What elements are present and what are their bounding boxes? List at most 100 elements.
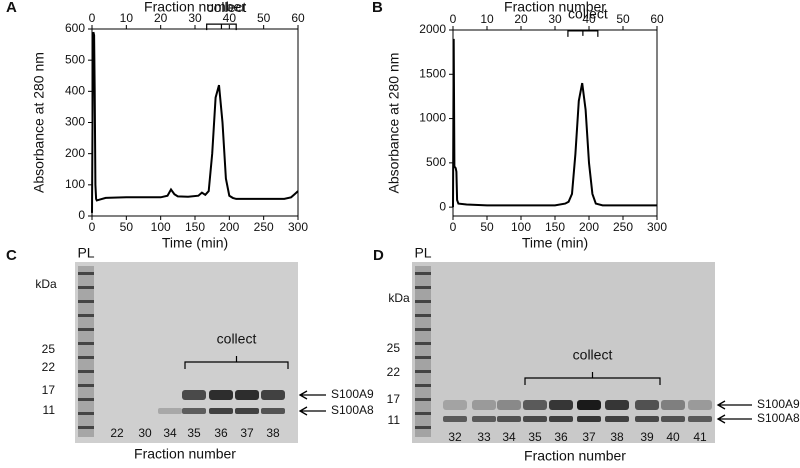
gel-image	[75, 262, 298, 443]
ladder-band	[78, 426, 94, 429]
plot-frame	[452, 29, 658, 217]
x-tick-label: 0	[89, 220, 96, 234]
y-tick-label: 400	[65, 84, 85, 98]
x-tick-label: 250	[254, 220, 274, 234]
x-tick-label: 300	[288, 220, 308, 234]
x2-tick-label: 20	[154, 11, 168, 25]
x2-tick-label: 50	[257, 11, 271, 25]
ladder-band	[78, 384, 94, 387]
ladder-band	[415, 426, 431, 429]
ladder-band	[415, 272, 431, 275]
ladder-band	[415, 370, 431, 373]
collect-bracket	[524, 372, 661, 385]
ladder-band	[415, 300, 431, 303]
x-tick-label: 150	[545, 220, 565, 234]
band-a8	[661, 416, 685, 422]
x-tick-label: 50	[120, 220, 134, 234]
band-a8	[209, 408, 233, 414]
marker-label: 17	[387, 392, 401, 406]
ladder-label: PL	[77, 245, 94, 261]
lane-label: 41	[693, 430, 707, 444]
chromatogram-line	[452, 38, 657, 208]
unit-label: kDa	[35, 277, 57, 291]
y-tick-label: 1500	[419, 66, 446, 80]
panel-letter: D	[373, 247, 384, 264]
y-tick-label: 200	[65, 146, 85, 160]
x2-tick-label: 30	[548, 12, 562, 26]
band-label: S100A8	[757, 411, 800, 425]
band-a8	[635, 416, 659, 422]
collect-label: collect	[217, 331, 257, 347]
lane-label: 35	[528, 430, 542, 444]
x-tick-label: 300	[647, 220, 667, 234]
lane-label: 34	[163, 426, 177, 440]
ladder-band	[78, 398, 94, 401]
chromatogram-line	[91, 31, 299, 213]
band-a8	[523, 416, 547, 422]
collect-bracket	[567, 30, 599, 37]
panel-letter: C	[6, 247, 17, 264]
lane-label: 40	[666, 430, 680, 444]
lane-label: 38	[610, 430, 624, 444]
y-axis-label: Absorbance at 280 nm	[31, 52, 47, 193]
band-a9	[443, 400, 467, 410]
x-axis-label: Time (min)	[162, 235, 228, 251]
ladder-band	[415, 314, 431, 317]
lane-label: 36	[214, 426, 228, 440]
collect-label: collect	[573, 347, 613, 363]
band-a9	[209, 390, 233, 400]
band-a9	[523, 400, 547, 410]
y-tick-label: 2000	[419, 22, 446, 36]
plot-frame	[91, 28, 299, 217]
gel-x-label: Fraction number	[524, 448, 626, 463]
lane-label: 33	[477, 430, 491, 444]
lane-label: 38	[266, 426, 280, 440]
band-arrow	[716, 414, 752, 424]
x-tick-label: 50	[480, 220, 494, 234]
y-tick-label: 500	[426, 155, 446, 169]
marker-label: 22	[387, 365, 401, 379]
y-tick-label: 300	[65, 115, 85, 129]
marker-label: 25	[42, 342, 56, 356]
marker-label: 22	[42, 360, 56, 374]
marker-label: 11	[388, 413, 401, 427]
ladder-band	[78, 314, 94, 317]
y-tick-label: 600	[65, 21, 85, 35]
band-a9	[182, 390, 206, 400]
lane-label: 32	[448, 430, 462, 444]
band-a9	[235, 390, 259, 400]
band-arrow	[298, 390, 326, 400]
marker-label: 25	[387, 341, 401, 355]
ladder-band	[78, 356, 94, 359]
ladder-band	[415, 384, 431, 387]
lane-label: 30	[138, 426, 152, 440]
lane-label: 34	[502, 430, 516, 444]
band-a9	[497, 400, 521, 410]
lane-label: 39	[640, 430, 654, 444]
x-axis-label: Time (min)	[522, 235, 588, 251]
ladder-band	[78, 286, 94, 289]
band-a8	[443, 416, 467, 422]
band-a9	[635, 400, 659, 410]
ladder-band	[415, 342, 431, 345]
x-tick-label: 100	[151, 220, 171, 234]
band-arrow	[298, 406, 326, 416]
band-a9	[261, 390, 285, 400]
ladder-band	[78, 328, 94, 331]
x2-tick-label: 50	[616, 12, 630, 26]
panel-letter: A	[6, 0, 17, 16]
x-tick-label: 150	[185, 220, 205, 234]
ladder-lane	[415, 266, 431, 437]
lane-label: 36	[554, 430, 568, 444]
collect-label: collect	[207, 0, 247, 15]
ladder-band	[415, 412, 431, 415]
lane-label: 22	[110, 426, 124, 440]
ladder-lane	[78, 266, 94, 437]
band-a9	[472, 400, 496, 410]
band-a8	[688, 416, 712, 422]
lane-label: 37	[582, 430, 596, 444]
ladder-band	[78, 342, 94, 345]
collect-bracket	[184, 356, 289, 369]
band-a8	[577, 416, 601, 422]
lane-label: 37	[240, 426, 254, 440]
